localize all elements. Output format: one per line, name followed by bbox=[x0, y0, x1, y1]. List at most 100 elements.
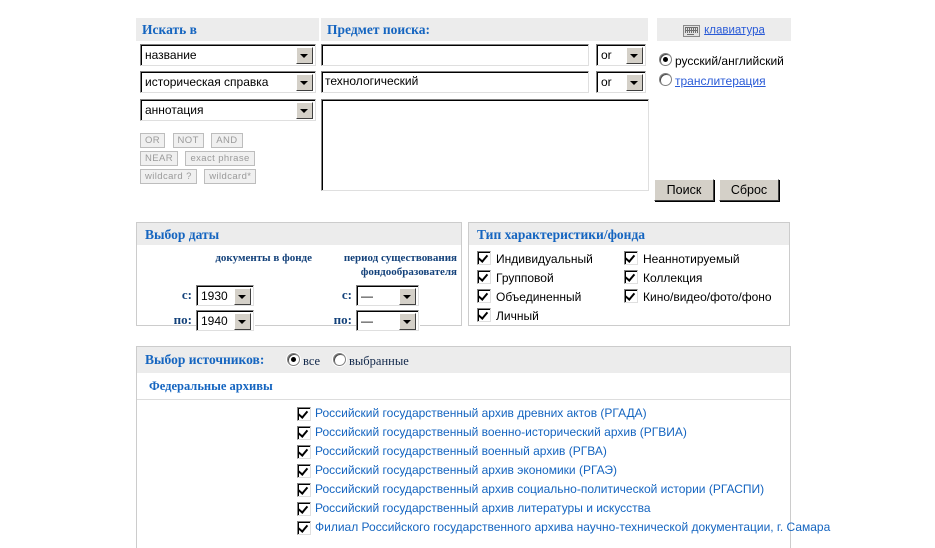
type-label-media: Кино/видео/фото/фоно bbox=[643, 290, 772, 304]
founder-from-label: с: bbox=[341, 287, 352, 302]
type-item-unannotated[interactable]: Неаннотируемый bbox=[624, 251, 740, 266]
type-checkbox-group[interactable] bbox=[477, 270, 491, 284]
date-col1-header: документы в фонде bbox=[215, 252, 312, 264]
subject-textarea[interactable] bbox=[321, 99, 649, 191]
sources-radio-all[interactable] bbox=[287, 353, 300, 366]
chevron-down-icon[interactable] bbox=[234, 288, 251, 305]
sources-radio-selected-label: выбранные bbox=[349, 354, 409, 368]
boolean-select-1-value: or bbox=[601, 48, 612, 62]
archive-label-rgvia[interactable]: Российский государственный военно-истори… bbox=[315, 425, 687, 439]
boolean-select-2[interactable]: or bbox=[596, 71, 646, 93]
language-option-translit-row[interactable]: транслитерация bbox=[659, 73, 766, 88]
type-label-personal: Личный bbox=[496, 309, 539, 323]
doc-to-select[interactable]: 1940 bbox=[196, 310, 254, 331]
archive-checkbox-rgali[interactable] bbox=[297, 502, 311, 516]
operator-near-button[interactable]: NEAR bbox=[140, 151, 178, 166]
chevron-down-icon[interactable] bbox=[626, 47, 643, 64]
founder-to-select[interactable]: — bbox=[356, 310, 419, 331]
type-checkbox-media[interactable] bbox=[624, 289, 638, 303]
operator-exact-phrase-button[interactable]: exact phrase bbox=[185, 151, 255, 166]
archive-checkbox-rgvia[interactable] bbox=[297, 426, 311, 440]
language-option-ru-en-row[interactable]: русский/английский bbox=[659, 53, 784, 68]
chevron-down-icon[interactable] bbox=[399, 288, 416, 305]
subject-input-1[interactable] bbox=[321, 44, 589, 66]
archive-item-rgva[interactable]: Российский государственный военный архив… bbox=[137, 442, 790, 461]
operator-wildcard-star-button[interactable]: wildcard* bbox=[204, 169, 257, 184]
type-item-personal[interactable]: Личный bbox=[477, 308, 539, 323]
archive-item-rgantd-samara[interactable]: Филиал Российского государственного архи… bbox=[137, 518, 830, 537]
operator-row-2: NEAR exact phrase bbox=[140, 148, 255, 166]
operator-row-3: wildcard ? wildcard* bbox=[140, 166, 257, 184]
keyboard-icon bbox=[683, 24, 701, 37]
language-label-translit[interactable]: транслитерация bbox=[675, 74, 766, 88]
archive-label-rgantd-samara[interactable]: Филиал Российского государственного архи… bbox=[315, 520, 831, 534]
type-item-collection[interactable]: Коллекция bbox=[624, 270, 702, 285]
type-checkbox-collection[interactable] bbox=[624, 270, 638, 284]
chevron-down-icon[interactable] bbox=[296, 74, 313, 91]
search-reset-button[interactable]: Сброс bbox=[719, 179, 779, 201]
language-label-ru-en: русский/английский bbox=[675, 54, 784, 68]
archive-item-rgvia[interactable]: Российский государственный военно-истори… bbox=[137, 423, 790, 442]
type-checkbox-personal[interactable] bbox=[477, 308, 491, 322]
archive-label-rgali[interactable]: Российский государственный архив литерат… bbox=[315, 501, 651, 515]
archive-checkbox-rgantd-samara[interactable] bbox=[297, 521, 311, 535]
doc-from-select[interactable]: 1930 bbox=[196, 285, 254, 306]
subject-input-2[interactable]: технологический bbox=[321, 71, 589, 93]
sources-radio-selected[interactable] bbox=[333, 353, 346, 366]
chevron-down-icon[interactable] bbox=[296, 102, 313, 119]
chevron-down-icon[interactable] bbox=[399, 313, 416, 330]
sources-radio-all-row[interactable]: все bbox=[287, 353, 320, 369]
archive-item-rgali[interactable]: Российский государственный архив литерат… bbox=[137, 499, 790, 518]
chevron-down-icon[interactable] bbox=[234, 313, 251, 330]
archive-label-rgada[interactable]: Российский государственный архив древних… bbox=[315, 406, 647, 420]
search-submit-button[interactable]: Поиск bbox=[654, 179, 714, 201]
type-item-media[interactable]: Кино/видео/фото/фоно bbox=[624, 289, 772, 304]
archive-checkbox-rgaspi[interactable] bbox=[297, 483, 311, 497]
type-panel-title: Тип характеристики/фонда bbox=[469, 223, 789, 246]
field-select-3-value: аннотация bbox=[145, 103, 204, 117]
archive-checkbox-rgada[interactable] bbox=[297, 407, 311, 421]
keyboard-header: клавиатура bbox=[657, 18, 791, 41]
operator-button-group: OR NOT AND NEAR exact phrase wildcard ? … bbox=[140, 130, 257, 184]
archive-label-rgae[interactable]: Российский государственный архив экономи… bbox=[315, 463, 618, 477]
type-checkbox-united[interactable] bbox=[477, 289, 491, 303]
operator-and-button[interactable]: AND bbox=[211, 133, 243, 148]
sources-radio-all-label: все bbox=[303, 354, 321, 368]
keyboard-link[interactable]: клавиатура bbox=[704, 24, 765, 37]
field-select-3[interactable]: аннотация bbox=[140, 99, 316, 121]
sources-group-title: Федеральные архивы bbox=[149, 379, 273, 393]
boolean-select-1[interactable]: or bbox=[596, 44, 646, 66]
search-where-header: Искать в bbox=[136, 18, 319, 41]
operator-not-button[interactable]: NOT bbox=[172, 133, 204, 148]
archive-item-rgae[interactable]: Российский государственный архив экономи… bbox=[137, 461, 790, 480]
field-select-1[interactable]: название bbox=[140, 44, 316, 66]
language-radio-translit[interactable] bbox=[659, 73, 672, 86]
archive-checkbox-rgae[interactable] bbox=[297, 464, 311, 478]
sources-radio-selected-row[interactable]: выбранные bbox=[333, 353, 409, 369]
archive-label-rgva[interactable]: Российский государственный военный архив… bbox=[315, 444, 607, 458]
type-panel: Тип характеристики/фонда Индивидуальный … bbox=[468, 222, 790, 326]
type-checkbox-individual[interactable] bbox=[477, 251, 491, 265]
doc-to-value: 1940 bbox=[201, 314, 228, 328]
field-select-2-value: историческая справка bbox=[145, 75, 269, 89]
operator-wildcard-question-button[interactable]: wildcard ? bbox=[140, 169, 197, 184]
archive-label-rgaspi[interactable]: Российский государственный архив социаль… bbox=[315, 482, 765, 496]
field-select-2[interactable]: историческая справка bbox=[140, 71, 316, 93]
archive-checkbox-rgva[interactable] bbox=[297, 445, 311, 459]
sources-panel-title: Выбор источников: bbox=[145, 352, 265, 367]
archive-item-rgada[interactable]: Российский государственный архив древних… bbox=[137, 404, 790, 423]
operator-or-button[interactable]: OR bbox=[140, 133, 166, 148]
type-item-united[interactable]: Объединенный bbox=[477, 289, 581, 304]
chevron-down-icon[interactable] bbox=[296, 47, 313, 64]
founder-from-select[interactable]: — bbox=[356, 285, 419, 306]
archive-item-rgaspi[interactable]: Российский государственный архив социаль… bbox=[137, 480, 790, 499]
type-checkbox-unannotated[interactable] bbox=[624, 251, 638, 265]
date-panel-title: Выбор даты bbox=[137, 223, 461, 246]
doc-from-label: с: bbox=[181, 287, 192, 302]
language-radio-ru-en[interactable] bbox=[659, 53, 672, 66]
type-item-individual[interactable]: Индивидуальный bbox=[477, 251, 593, 266]
chevron-down-icon[interactable] bbox=[626, 74, 643, 91]
type-label-collection: Коллекция bbox=[643, 271, 703, 285]
type-item-group[interactable]: Групповой bbox=[477, 270, 554, 285]
founder-from-value: — bbox=[361, 289, 373, 303]
